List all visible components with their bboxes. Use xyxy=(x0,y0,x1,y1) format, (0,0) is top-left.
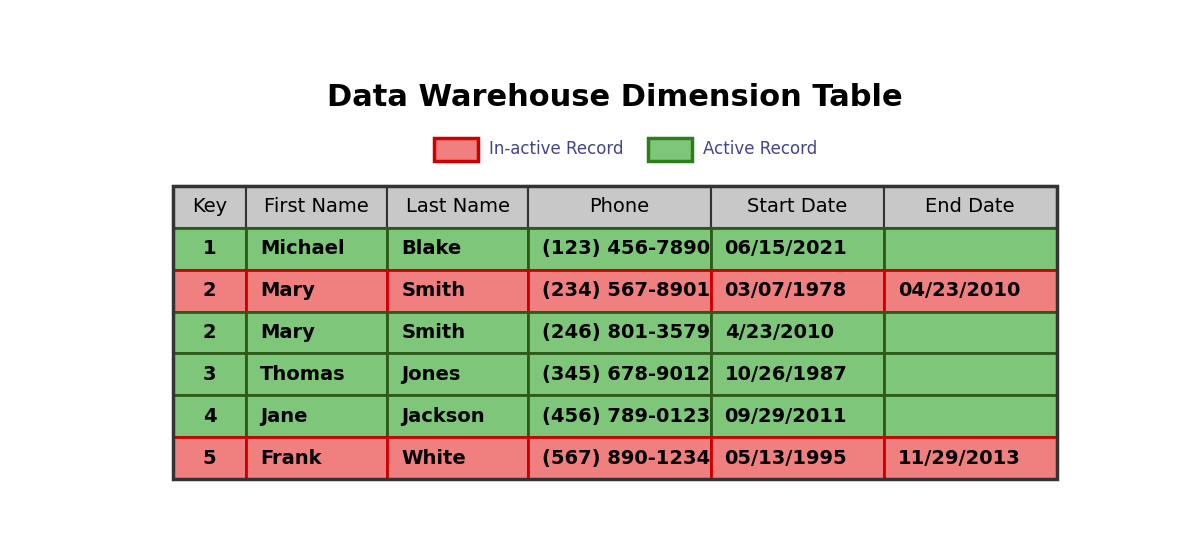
Bar xyxy=(528,311,710,353)
Text: (567) 890-1234: (567) 890-1234 xyxy=(542,449,710,468)
Text: End Date: End Date xyxy=(925,197,1015,216)
Bar xyxy=(173,353,246,395)
Bar xyxy=(388,353,528,395)
Text: Blake: Blake xyxy=(401,239,462,258)
Text: In-active Record: In-active Record xyxy=(490,140,624,158)
Bar xyxy=(173,395,246,437)
Text: (123) 456-7890: (123) 456-7890 xyxy=(542,239,710,258)
Text: Jones: Jones xyxy=(401,365,461,384)
Bar xyxy=(388,269,528,311)
Bar xyxy=(528,186,710,228)
Bar xyxy=(246,395,388,437)
Text: Key: Key xyxy=(192,197,227,216)
Bar xyxy=(710,395,883,437)
Bar xyxy=(883,228,1057,269)
Bar xyxy=(710,228,883,269)
Text: Last Name: Last Name xyxy=(406,197,510,216)
Bar xyxy=(246,269,388,311)
Bar xyxy=(710,269,883,311)
Text: Jackson: Jackson xyxy=(401,407,485,426)
Text: 2: 2 xyxy=(203,281,216,300)
Bar xyxy=(173,186,1057,479)
Text: (246) 801-3579: (246) 801-3579 xyxy=(542,323,710,342)
Text: Michael: Michael xyxy=(260,239,344,258)
Bar xyxy=(433,138,479,161)
Text: Smith: Smith xyxy=(401,323,466,342)
Text: Data Warehouse Dimension Table: Data Warehouse Dimension Table xyxy=(328,84,902,112)
Bar xyxy=(388,186,528,228)
Text: 06/15/2021: 06/15/2021 xyxy=(725,239,847,258)
Bar xyxy=(528,437,710,479)
Bar xyxy=(528,353,710,395)
Text: 04/23/2010: 04/23/2010 xyxy=(898,281,1020,300)
Bar xyxy=(388,311,528,353)
Text: 4: 4 xyxy=(203,407,216,426)
Text: (345) 678-9012: (345) 678-9012 xyxy=(542,365,710,384)
Text: Jane: Jane xyxy=(260,407,307,426)
Text: Start Date: Start Date xyxy=(748,197,847,216)
Text: 03/07/1978: 03/07/1978 xyxy=(725,281,847,300)
Text: Phone: Phone xyxy=(589,197,649,216)
Bar xyxy=(883,311,1057,353)
Bar xyxy=(246,186,388,228)
Text: First Name: First Name xyxy=(264,197,370,216)
Bar xyxy=(388,437,528,479)
Bar xyxy=(246,353,388,395)
Bar xyxy=(710,186,883,228)
Bar xyxy=(246,228,388,269)
Text: Mary: Mary xyxy=(260,281,314,300)
Bar xyxy=(173,186,246,228)
Text: 09/29/2011: 09/29/2011 xyxy=(725,407,847,426)
Text: Mary: Mary xyxy=(260,323,314,342)
Text: 11/29/2013: 11/29/2013 xyxy=(898,449,1020,468)
Text: Thomas: Thomas xyxy=(260,365,346,384)
Text: 2: 2 xyxy=(203,323,216,342)
Text: Frank: Frank xyxy=(260,449,322,468)
Bar xyxy=(528,269,710,311)
Bar xyxy=(528,228,710,269)
Bar xyxy=(246,311,388,353)
Text: 10/26/1987: 10/26/1987 xyxy=(725,365,847,384)
Bar xyxy=(173,437,246,479)
Text: 4/23/2010: 4/23/2010 xyxy=(725,323,834,342)
Text: Smith: Smith xyxy=(401,281,466,300)
Bar xyxy=(883,353,1057,395)
Bar xyxy=(388,228,528,269)
Bar xyxy=(883,269,1057,311)
Text: Active Record: Active Record xyxy=(703,140,817,158)
Bar xyxy=(648,138,692,161)
Bar xyxy=(246,437,388,479)
Text: 1: 1 xyxy=(203,239,216,258)
Bar xyxy=(173,269,246,311)
Text: White: White xyxy=(401,449,466,468)
Text: (234) 567-8901: (234) 567-8901 xyxy=(542,281,710,300)
Text: (456) 789-0123: (456) 789-0123 xyxy=(542,407,710,426)
Bar xyxy=(710,311,883,353)
Bar xyxy=(173,311,246,353)
Text: 05/13/1995: 05/13/1995 xyxy=(725,449,847,468)
Text: 5: 5 xyxy=(203,449,216,468)
Bar xyxy=(883,437,1057,479)
Bar xyxy=(883,395,1057,437)
Bar xyxy=(710,437,883,479)
Text: 3: 3 xyxy=(203,365,216,384)
Bar xyxy=(883,186,1057,228)
Bar xyxy=(388,395,528,437)
Bar xyxy=(173,228,246,269)
Bar xyxy=(710,353,883,395)
Bar xyxy=(528,395,710,437)
